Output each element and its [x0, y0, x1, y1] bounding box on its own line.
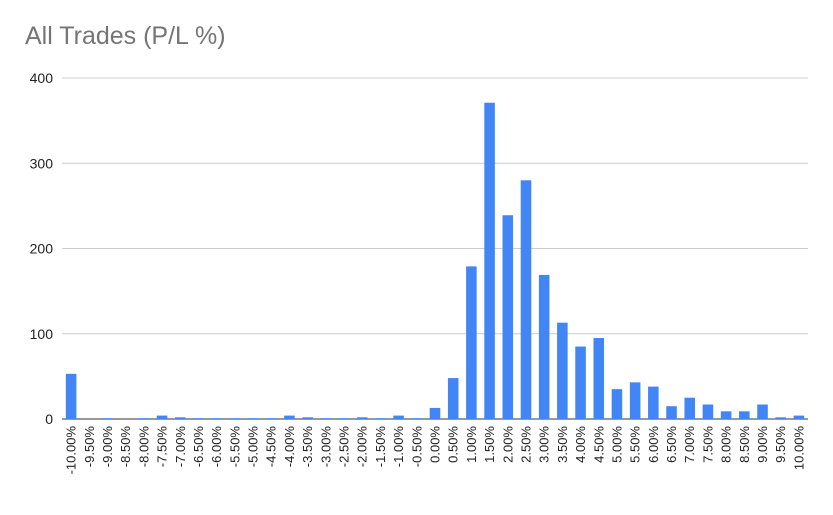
bar	[302, 417, 313, 419]
bar	[739, 411, 750, 419]
x-tick-label: -3.50%	[300, 426, 315, 468]
bar	[229, 418, 241, 419]
x-tick-label: 1.50%	[482, 426, 497, 463]
y-tick-label: 100	[30, 326, 54, 342]
y-tick-label: 0	[45, 411, 53, 427]
x-tick-label: -4.00%	[282, 426, 297, 468]
x-tick-label: -2.00%	[355, 426, 370, 468]
chart-title: All Trades (P/L %)	[25, 22, 226, 50]
bar	[520, 180, 532, 419]
x-tick-label: -6.50%	[191, 426, 206, 468]
x-tick-label: 5.50%	[628, 426, 643, 463]
x-tick-label: -7.50%	[155, 426, 170, 468]
x-tick-label: -0.50%	[409, 426, 424, 468]
bar	[684, 397, 696, 419]
bar	[429, 407, 441, 419]
x-tick-label: 8.50%	[737, 426, 752, 463]
bar	[720, 411, 732, 419]
x-tick-label: 9.00%	[755, 426, 770, 463]
bar	[648, 386, 659, 419]
bar	[102, 418, 113, 419]
x-axis-tick-labels: -10.00% -9.50% -9.00% -8.50% -8.00% -7.50% -7.…	[64, 426, 807, 475]
x-tick-label: 0.50%	[446, 426, 461, 463]
x-tick-label: 4.00%	[573, 426, 588, 463]
bar	[265, 418, 277, 419]
bar	[757, 404, 768, 419]
y-tick-label: 400	[30, 70, 54, 86]
bar	[211, 418, 222, 419]
bar	[611, 389, 623, 419]
bar	[138, 418, 150, 419]
x-tick-label: 5.00%	[609, 426, 624, 463]
x-tick-label: -5.50%	[227, 426, 242, 468]
x-tick-label: 6.50%	[664, 426, 679, 463]
bar	[629, 382, 641, 419]
x-tick-label: 1.00%	[464, 426, 479, 463]
x-tick-label: -8.50%	[118, 426, 133, 468]
bar	[702, 404, 714, 419]
y-tick-label: 200	[30, 241, 54, 257]
bar	[375, 418, 386, 419]
bar	[557, 322, 568, 419]
bar	[65, 373, 77, 419]
bar	[466, 266, 477, 419]
x-tick-label: -10.00%	[64, 426, 79, 475]
bars	[65, 102, 805, 419]
x-tick-label: 7.00%	[682, 426, 697, 463]
x-tick-label: -4.50%	[264, 426, 279, 468]
bar	[593, 338, 605, 419]
x-tick-label: 10.00%	[791, 426, 806, 471]
x-tick-label: 9.50%	[773, 426, 788, 463]
x-tick-label: -3.00%	[318, 426, 333, 468]
bar	[666, 406, 677, 419]
bar	[538, 274, 550, 419]
bar	[193, 418, 204, 419]
bar	[502, 215, 514, 419]
bar	[575, 346, 586, 419]
bar	[156, 415, 168, 419]
bar	[411, 418, 423, 419]
x-tick-label: 4.50%	[591, 426, 606, 463]
x-tick-label: -9.50%	[82, 426, 97, 468]
y-tick-label: 300	[30, 155, 54, 171]
bar	[775, 417, 786, 419]
bar	[284, 415, 295, 419]
x-tick-label: 6.00%	[646, 426, 661, 463]
bar	[338, 418, 350, 419]
x-tick-label: -1.00%	[391, 426, 406, 468]
bar	[247, 418, 259, 419]
x-tick-label: -9.00%	[100, 426, 115, 468]
x-tick-label: -6.00%	[209, 426, 224, 468]
bar	[793, 415, 805, 419]
x-tick-label: -7.00%	[173, 426, 188, 468]
x-tick-label: -8.00%	[136, 426, 151, 468]
x-tick-label: 2.00%	[500, 426, 515, 463]
y-axis-tick-labels: 0 100 200 300 400	[30, 70, 54, 427]
x-tick-label: -1.50%	[373, 426, 388, 468]
x-tick-label: -5.00%	[246, 426, 261, 468]
x-tick-label: -2.50%	[337, 426, 352, 468]
bar	[447, 378, 459, 419]
bar	[356, 417, 368, 419]
gridlines	[62, 77, 808, 420]
x-tick-label: 7.50%	[700, 426, 715, 463]
x-tick-label: 3.00%	[537, 426, 552, 463]
bar	[320, 418, 332, 419]
x-tick-label: 0.00%	[428, 426, 443, 463]
x-tick-label: 8.00%	[719, 426, 734, 463]
bar	[393, 415, 404, 419]
x-tick-label: 2.50%	[518, 426, 533, 463]
bar	[484, 102, 495, 419]
bar	[174, 417, 186, 419]
x-tick-label: 3.50%	[555, 426, 570, 463]
